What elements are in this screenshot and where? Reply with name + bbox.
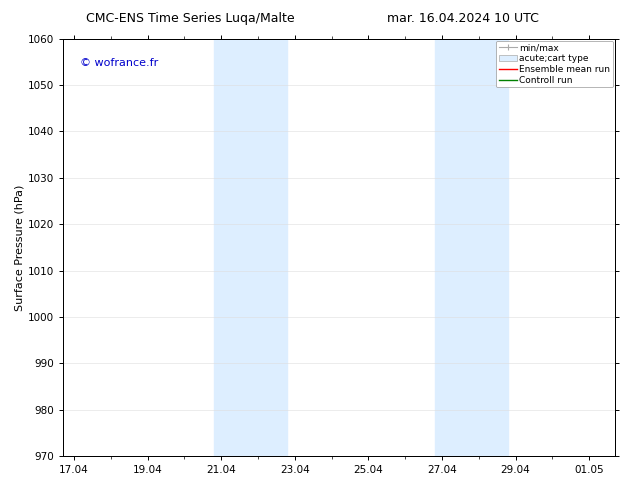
Y-axis label: Surface Pressure (hPa): Surface Pressure (hPa) [15,184,25,311]
Text: mar. 16.04.2024 10 UTC: mar. 16.04.2024 10 UTC [387,12,539,25]
Text: © wofrance.fr: © wofrance.fr [80,57,158,68]
Text: CMC-ENS Time Series Luqa/Malte: CMC-ENS Time Series Luqa/Malte [86,12,295,25]
Bar [434,39,508,456]
Bar [214,39,287,456]
Legend: min/max, acute;cart type, Ensemble mean run, Controll run: min/max, acute;cart type, Ensemble mean … [496,41,613,87]
